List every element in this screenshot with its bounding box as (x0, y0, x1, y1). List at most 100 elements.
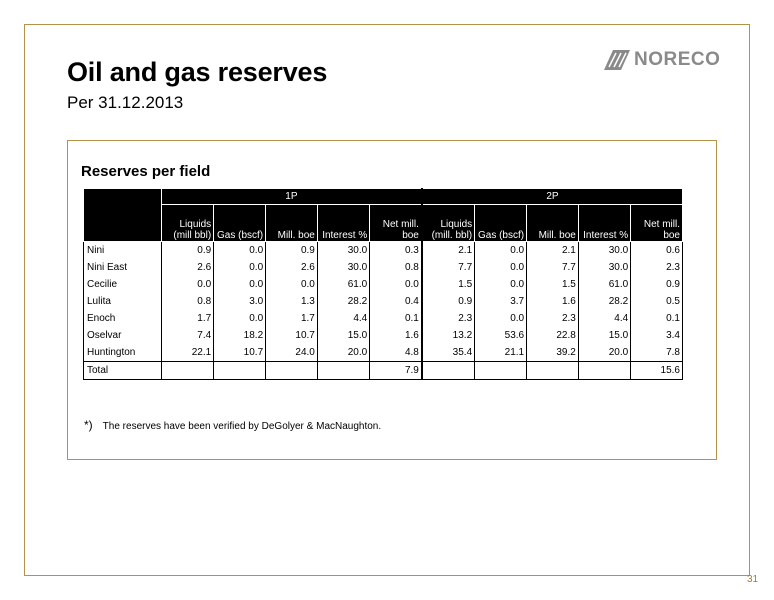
cell: 0.0 (474, 259, 527, 276)
total-net-1p: 7.9 (369, 361, 422, 380)
cell: 0.8 (160, 293, 214, 310)
cell: 1.5 (420, 276, 475, 293)
cell: 30.0 (316, 259, 370, 276)
cell: 4.4 (316, 310, 370, 327)
reserves-panel: Reserves per field 1P 2P Liquids (mill b… (67, 140, 717, 460)
cell: 1.7 (160, 310, 214, 327)
field-name: Cecilie (83, 276, 162, 293)
cell: 0.9 (265, 241, 318, 259)
cell: 20.0 (577, 344, 631, 362)
cell: 30.0 (577, 259, 631, 276)
cell: 0.4 (369, 293, 422, 310)
cell: 39.2 (526, 344, 579, 362)
field-name: Enoch (83, 310, 162, 327)
cell: 0.0 (474, 241, 527, 259)
cell: 7.8 (630, 344, 683, 362)
cell (577, 361, 631, 380)
cell: 61.0 (577, 276, 631, 293)
table-row: Lulita 0.8 3.0 1.3 28.2 0.4 0.9 3.7 1.6 … (83, 293, 683, 310)
header-corner (83, 188, 162, 242)
cell: 1.6 (369, 327, 422, 344)
cell: 0.0 (213, 259, 266, 276)
cell (213, 361, 266, 380)
cell: 0.6 (630, 241, 683, 259)
field-name: Nini East (83, 259, 162, 276)
cell: 0.0 (213, 310, 266, 327)
col-header: Liquids (mill bbl) (160, 204, 215, 242)
cell: 0.3 (369, 241, 422, 259)
cell: 28.2 (577, 293, 631, 310)
cell: 1.5 (526, 276, 579, 293)
cell: 7.7 (420, 259, 475, 276)
cell: 20.0 (316, 344, 370, 362)
page-title: Oil and gas reserves (67, 57, 328, 87)
cell (316, 361, 370, 380)
logo-text: NORECO (634, 49, 721, 70)
cell: 2.1 (420, 241, 475, 259)
col-header: Gas (bscf) (474, 204, 528, 242)
cell: 24.0 (265, 344, 318, 362)
cell (526, 361, 579, 380)
field-name: Nini (83, 241, 162, 259)
table-row: Nini East 2.6 0.0 2.6 30.0 0.8 7.7 0.0 7… (83, 259, 683, 276)
noreco-logo-mark-icon (604, 50, 630, 70)
cell: 15.0 (577, 327, 631, 344)
col-header: Interest % (577, 204, 632, 242)
cell: 13.2 (420, 327, 475, 344)
cell: 4.8 (369, 344, 422, 362)
col-header: Interest % (316, 204, 371, 242)
cell (160, 361, 214, 380)
table-row: Huntington 22.1 10.7 24.0 20.0 4.8 35.4 … (83, 344, 683, 362)
cell: 30.0 (316, 241, 370, 259)
cell: 22.1 (160, 344, 214, 362)
table-row: Enoch 1.7 0.0 1.7 4.4 0.1 2.3 0.0 2.3 4.… (83, 310, 683, 327)
cell: 0.1 (369, 310, 422, 327)
footnote: *) The reserves have been verified by DeG… (84, 418, 381, 432)
cell: 18.2 (213, 327, 266, 344)
cell: 2.6 (160, 259, 214, 276)
total-row: Total 7.9 15.6 (83, 361, 683, 380)
col-header: Mill. boe (526, 204, 579, 242)
panel-title: Reserves per field (81, 163, 211, 180)
cell: 0.0 (213, 276, 266, 293)
col-header: Net mill. boe (630, 204, 683, 242)
total-net-2p: 15.6 (630, 361, 683, 380)
cell (420, 361, 475, 380)
cell (474, 361, 527, 380)
col-header: Liquids (mill. bbl) (420, 204, 476, 242)
col-header: Mill. boe (265, 204, 318, 242)
cell: 0.0 (265, 276, 318, 293)
cell: 30.0 (577, 241, 631, 259)
cell (265, 361, 318, 380)
table-row: Cecilie 0.0 0.0 0.0 61.0 0.0 1.5 0.0 1.5… (83, 276, 683, 293)
cell: 0.1 (630, 310, 683, 327)
cell: 1.7 (265, 310, 318, 327)
cell: 15.0 (316, 327, 370, 344)
cell: 28.2 (316, 293, 370, 310)
cell: 0.5 (630, 293, 683, 310)
cell: 35.4 (420, 344, 475, 362)
cell: 22.8 (526, 327, 579, 344)
cell: 21.1 (474, 344, 527, 362)
cell: 3.7 (474, 293, 527, 310)
cell: 2.6 (265, 259, 318, 276)
table-body: Nini 0.9 0.0 0.9 30.0 0.3 2.1 0.0 2.1 30… (83, 241, 683, 380)
group-header-1p: 1P (160, 188, 423, 205)
group-header-2p: 2P (420, 188, 683, 205)
cell: 2.3 (526, 310, 579, 327)
col-header: Gas (bscf) (213, 204, 267, 242)
footnote-text: The reserves have been verified by DeGol… (102, 421, 382, 432)
cell: 0.9 (420, 293, 475, 310)
cell: 1.6 (526, 293, 579, 310)
reserves-table: 1P 2P Liquids (mill bbl) Gas (bscf) Mill… (83, 188, 683, 380)
slide-frame: Oil and gas reserves Per 31.12.2013 NORE… (24, 24, 758, 585)
col-header: Net mill. boe (369, 204, 423, 242)
cell: 10.7 (213, 344, 266, 362)
cell: 53.6 (474, 327, 527, 344)
cell: 2.3 (630, 259, 683, 276)
footnote-marker: *) (84, 418, 93, 432)
total-label: Total (83, 361, 162, 380)
page-subtitle: Per 31.12.2013 (67, 93, 184, 112)
cell: 7.4 (160, 327, 214, 344)
page-number: 31 (747, 574, 759, 585)
